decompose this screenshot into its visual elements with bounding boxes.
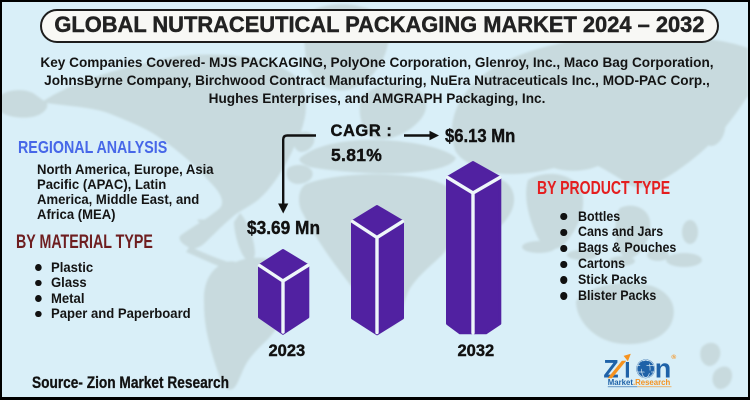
svg-text:®: ® [671,353,676,361]
svg-text:n: n [655,354,672,384]
svg-text:Z: Z [603,356,618,384]
svg-text:Market.Research: Market.Research [608,378,671,387]
